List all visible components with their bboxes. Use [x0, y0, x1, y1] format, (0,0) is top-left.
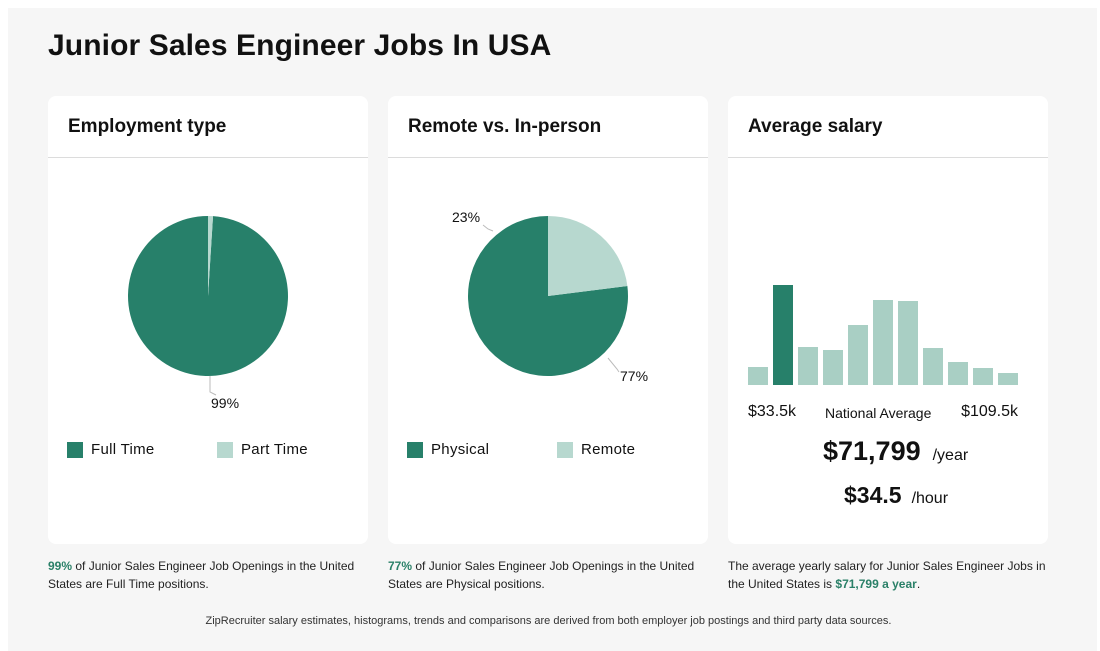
- average-salary-card: Average salary $33.5k National Average $…: [728, 96, 1048, 544]
- caption-text: of Junior Sales Engineer Job Openings in…: [388, 559, 695, 591]
- legend-swatch-part-time: [217, 441, 233, 458]
- salary-range-low: $33.5k: [748, 403, 797, 420]
- pie-percent-label: 77%: [620, 368, 648, 384]
- page-title: Junior Sales Engineer Jobs In USA: [48, 29, 552, 62]
- caption-end: .: [916, 577, 921, 591]
- legend-swatch-physical: [407, 441, 423, 458]
- legend-item-part-time: Part Time: [217, 441, 308, 458]
- hourly-salary-value: $34.5: [844, 482, 902, 508]
- pie-slice-part-time: [208, 216, 214, 296]
- pie-leader-line: [209, 376, 217, 396]
- remote-vs-in-person-card: Remote vs. In-person 77% 23% Physical Rem…: [388, 96, 708, 544]
- pie-slice-remote: [548, 216, 628, 296]
- salary-caption: The average yearly salary for Junior Sal…: [728, 557, 1048, 593]
- legend-label: Remote: [581, 441, 636, 458]
- national-average-label: National Average: [825, 405, 932, 421]
- legend-swatch-remote: [557, 441, 573, 458]
- histogram-bar: [948, 362, 968, 385]
- yearly-salary: $71,799 /year: [823, 436, 968, 467]
- pie-percent-label: 23%: [452, 209, 480, 225]
- employment-caption: 99% of Junior Sales Engineer Job Opening…: [48, 557, 368, 593]
- histogram-bar: [923, 348, 943, 385]
- yearly-salary-value: $71,799: [823, 436, 921, 466]
- hourly-salary-unit: /hour: [911, 490, 949, 507]
- card-title: Remote vs. In-person: [408, 116, 602, 137]
- yearly-salary-unit: /year: [932, 447, 969, 464]
- histogram-bar-highlighted: [773, 285, 793, 385]
- legend-item-physical: Physical: [407, 441, 489, 458]
- legend-label: Part Time: [241, 441, 308, 458]
- histogram-bar: [748, 367, 768, 385]
- employment-type-card: Employment type 99% Full Time Part Time: [48, 96, 368, 544]
- histogram-bar: [973, 368, 993, 385]
- card-title: Average salary: [748, 116, 883, 137]
- pie-leader-line: [607, 357, 620, 373]
- caption-highlight: $71,799 a year: [835, 577, 917, 591]
- employment-pie-chart: 99%: [128, 216, 289, 411]
- caption-highlight: 77%: [388, 559, 413, 573]
- histogram-bar: [898, 301, 918, 385]
- legend-swatch-full-time: [67, 441, 83, 458]
- footer-disclaimer: ZipRecruiter salary estimates, histogram…: [205, 615, 892, 627]
- card-title: Employment type: [68, 116, 227, 137]
- legend-item-remote: Remote: [557, 441, 635, 458]
- card-header: Remote vs. In-person: [388, 96, 708, 158]
- histogram-bar: [998, 373, 1018, 385]
- pie-slice-full-time: [128, 216, 289, 376]
- histogram-bar: [848, 325, 868, 385]
- histogram-bar: [798, 347, 818, 385]
- caption-text: The average yearly salary for Junior Sal…: [728, 559, 1046, 591]
- caption-text: of Junior Sales Engineer Job Openings in…: [48, 559, 355, 591]
- card-header: Employment type: [48, 96, 368, 158]
- remote-caption: 77% of Junior Sales Engineer Job Opening…: [388, 557, 708, 593]
- legend-item-full-time: Full Time: [67, 441, 155, 458]
- legend-label: Full Time: [91, 441, 155, 458]
- remote-pie-chart: 77% 23%: [452, 209, 648, 384]
- pie-percent-label: 99%: [211, 395, 239, 411]
- salary-histogram: [748, 285, 1018, 385]
- card-header: Average salary: [728, 96, 1048, 158]
- histogram-bar: [873, 300, 893, 385]
- legend-label: Physical: [431, 441, 490, 458]
- caption-highlight: 99%: [48, 559, 73, 573]
- histogram-bar: [823, 350, 843, 385]
- hourly-salary: $34.5 /hour: [844, 482, 948, 509]
- pie-leader-line: [482, 224, 494, 232]
- salary-range-high: $109.5k: [961, 403, 1018, 420]
